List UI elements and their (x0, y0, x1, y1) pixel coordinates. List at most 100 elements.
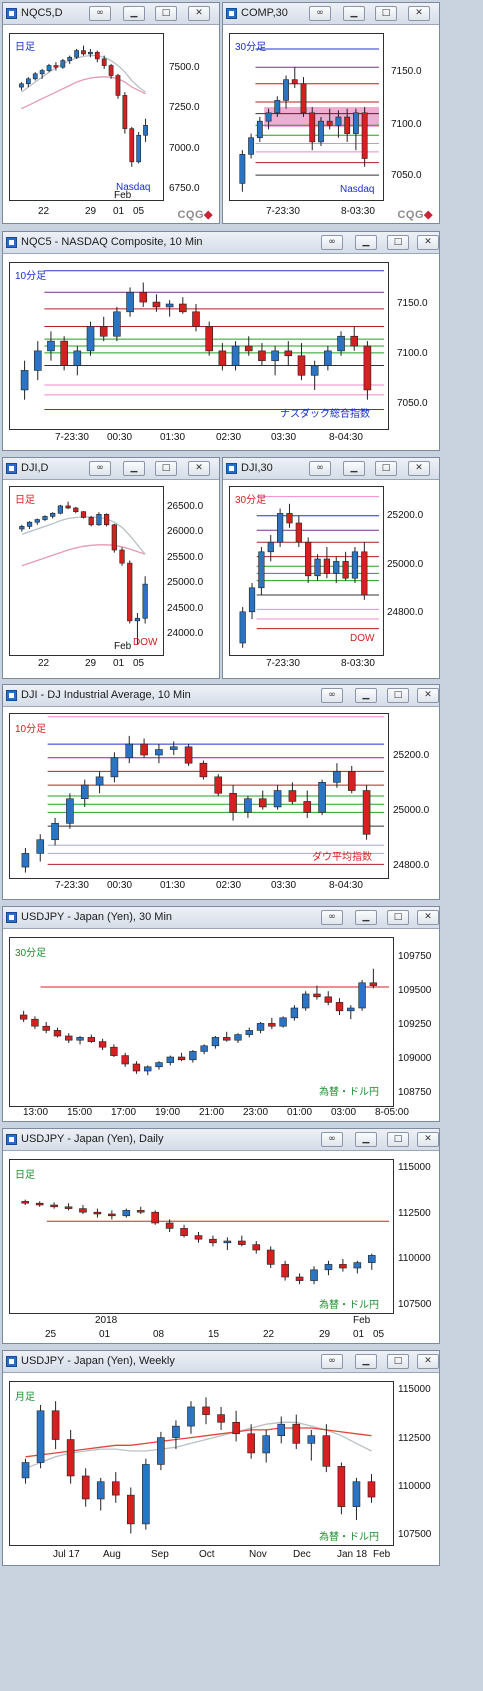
maximize-icon[interactable]: □ (155, 461, 177, 476)
candle-body (53, 65, 59, 68)
minimize-icon[interactable]: ▁ (355, 910, 377, 925)
window-titlebar[interactable]: USDJPY - Japan (Yen), 30 Min ∞ ▁ □ ✕ (3, 907, 439, 929)
close-icon[interactable]: ✕ (417, 1354, 439, 1369)
minimize-icon[interactable]: ▁ (123, 6, 145, 21)
y-tick-label: 7000.0 (169, 143, 200, 154)
window-titlebar[interactable]: DJI,D ∞ ▁ □ ✕ (3, 458, 219, 480)
chart-plot-area[interactable]: 日足 Nasdaq (9, 33, 164, 201)
close-icon[interactable]: ✕ (408, 6, 430, 21)
link-icon[interactable]: ∞ (321, 235, 343, 250)
maximize-icon[interactable]: □ (155, 6, 177, 21)
period-label: 日足 (15, 495, 35, 506)
candle-body (281, 1264, 289, 1278)
chart-window-icon (6, 463, 17, 474)
chart-plot-area[interactable]: 日足 為替・ドル円 (9, 1159, 394, 1314)
minimize-icon[interactable]: ▁ (355, 235, 377, 250)
candle-body (286, 513, 293, 524)
link-icon[interactable]: ∞ (321, 1354, 343, 1369)
period-label: 10分足 (15, 271, 47, 282)
chart-window-comp30[interactable]: COMP,30 ∞ ▁ □ ✕ 30分足 Nasdaq 7150.0 7100.… (222, 2, 440, 224)
close-icon[interactable]: ✕ (417, 1132, 439, 1147)
link-icon[interactable]: ∞ (321, 1132, 343, 1147)
minimize-icon[interactable]: ▁ (123, 461, 145, 476)
chart-window-usdjpy-weekly[interactable]: USDJPY - Japan (Yen), Weekly ∞ ▁ □ ✕ 月足 … (2, 1350, 440, 1566)
chart-plot-area[interactable]: 30分足 為替・ドル円 (9, 937, 394, 1107)
y-tick-label: 110000 (398, 1481, 431, 1492)
candle-body (192, 311, 200, 327)
chart-window-usdjpy-30min[interactable]: USDJPY - Japan (Yen), 30 Min ∞ ▁ □ ✕ 30分… (2, 906, 440, 1122)
chart-window-nqc5-10min[interactable]: NQC5 - NASDAQ Composite, 10 Min ∞ ▁ □ ✕ … (2, 231, 440, 451)
close-icon[interactable]: ✕ (408, 461, 430, 476)
candle-body (165, 303, 174, 308)
chart-plot-area[interactable]: 日足 DOW (9, 486, 164, 656)
chart-window-dji30[interactable]: DJI,30 ∞ ▁ □ ✕ 30分足 DOW 25200.0 25000.0 … (222, 457, 440, 679)
close-icon[interactable]: ✕ (417, 688, 439, 703)
candle-body (284, 350, 293, 357)
link-icon[interactable]: ∞ (321, 910, 343, 925)
chart-plot-area[interactable]: 10分足 ナスダック総合指数 (9, 262, 389, 430)
minimize-icon[interactable]: ▁ (343, 6, 365, 21)
chart-window-dji-10min[interactable]: DJI - DJ Industrial Average, 10 Min ∞ ▁ … (2, 684, 440, 900)
candle-body (209, 1238, 217, 1244)
chart-plot-area[interactable]: 月足 為替・ドル円 (9, 1381, 394, 1546)
chart-plot-area[interactable]: 30分足 Nasdaq (229, 33, 384, 201)
window-titlebar[interactable]: NQC5,D ∞ ▁ □ ✕ (3, 3, 219, 25)
y-tick-label: 7100.0 (391, 119, 422, 130)
maximize-icon[interactable]: □ (387, 1354, 409, 1369)
y-axis: 26500.0 26000.0 25500.0 25000.0 24500.0 … (167, 486, 219, 656)
index-label: 為替・ドル円 (319, 1087, 379, 1098)
minimize-icon[interactable]: ▁ (343, 461, 365, 476)
maximize-icon[interactable]: □ (375, 6, 397, 21)
x-tick-label: 03:00 (331, 1107, 357, 1118)
minimize-icon[interactable]: ▁ (355, 688, 377, 703)
link-icon[interactable]: ∞ (89, 461, 111, 476)
moving-average-pink (21, 544, 146, 567)
maximize-icon[interactable]: □ (375, 461, 397, 476)
candle-body (108, 1213, 116, 1217)
candle-body (21, 1201, 30, 1204)
candle-body (94, 51, 100, 60)
window-titlebar[interactable]: DJI,30 ∞ ▁ □ ✕ (223, 458, 439, 480)
chart-window-nqc5-daily[interactable]: NQC5,D ∞ ▁ □ ✕ 日足 Nasdaq 7500.0 7250.0 7… (2, 2, 220, 224)
minimize-icon[interactable]: ▁ (355, 1132, 377, 1147)
candle-body (104, 513, 110, 526)
window-titlebar[interactable]: DJI - DJ Industrial Average, 10 Min ∞ ▁ … (3, 685, 439, 707)
index-label: DOW (350, 633, 375, 644)
link-icon[interactable]: ∞ (89, 6, 111, 21)
maximize-icon[interactable]: □ (387, 1132, 409, 1147)
candle-body (361, 551, 368, 596)
close-icon[interactable]: ✕ (188, 6, 210, 21)
link-icon[interactable]: ∞ (309, 6, 331, 21)
close-icon[interactable]: ✕ (417, 235, 439, 250)
y-tick-label: 107500 (398, 1529, 432, 1540)
candle-body (223, 1240, 232, 1244)
candle-body (76, 1037, 84, 1041)
candle-body (151, 1211, 159, 1224)
candle-body (318, 120, 324, 143)
x-tick-label: Feb (373, 1549, 391, 1560)
window-titlebar[interactable]: USDJPY - Japan (Yen), Weekly ∞ ▁ □ ✕ (3, 1351, 439, 1373)
maximize-icon[interactable]: □ (387, 688, 409, 703)
window-title: DJI - DJ Industrial Average, 10 Min (21, 689, 191, 701)
chart-window-dji-daily[interactable]: DJI,D ∞ ▁ □ ✕ 日足 DOW 26500.0 26000.0 255… (2, 457, 220, 679)
chart-plot-area[interactable]: 10分足 ダウ平均指数 (9, 713, 389, 879)
x-tick-label: 01:00 (287, 1107, 313, 1118)
link-icon[interactable]: ∞ (321, 688, 343, 703)
candle-body (36, 1410, 45, 1463)
close-icon[interactable]: ✕ (188, 461, 210, 476)
minimize-icon[interactable]: ▁ (355, 1354, 377, 1369)
window-titlebar[interactable]: USDJPY - Japan (Yen), Daily ∞ ▁ □ ✕ (3, 1129, 439, 1151)
chart-plot-area[interactable]: 30分足 DOW (229, 486, 384, 656)
maximize-icon[interactable]: □ (387, 910, 409, 925)
y-tick-label: 7150.0 (397, 298, 428, 309)
window-titlebar[interactable]: COMP,30 ∞ ▁ □ ✕ (223, 3, 439, 25)
link-icon[interactable]: ∞ (309, 461, 331, 476)
close-icon[interactable]: ✕ (417, 910, 439, 925)
candle-body (318, 782, 326, 813)
candle-body (333, 561, 340, 574)
x-tick-label: Feb (114, 190, 132, 201)
maximize-icon[interactable]: □ (387, 235, 409, 250)
chart-window-usdjpy-daily[interactable]: USDJPY - Japan (Yen), Daily ∞ ▁ □ ✕ 日足 為… (2, 1128, 440, 1344)
candle-body (347, 771, 356, 791)
window-titlebar[interactable]: NQC5 - NASDAQ Composite, 10 Min ∞ ▁ □ ✕ (3, 232, 439, 254)
